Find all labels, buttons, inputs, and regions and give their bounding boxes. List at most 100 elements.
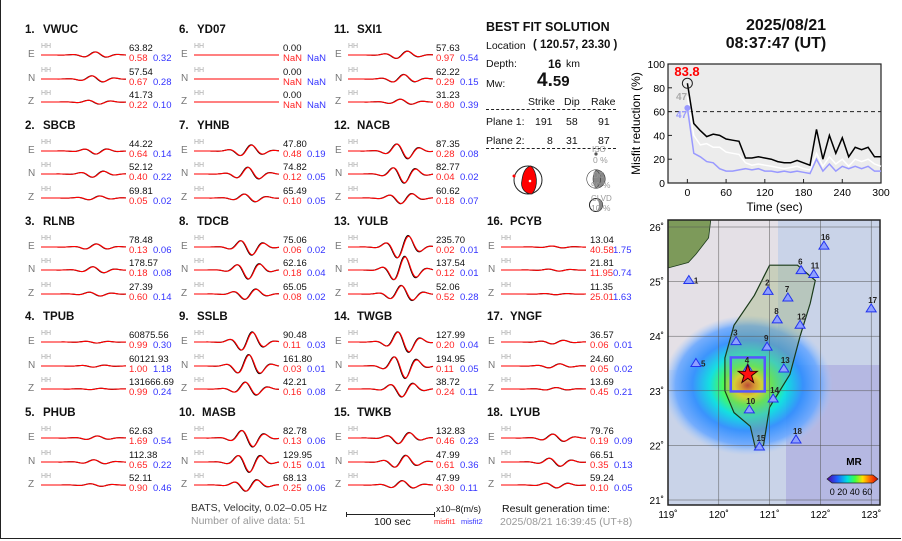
station-name: YNGF <box>510 311 542 324</box>
magnitude-value: 4.59 <box>537 70 570 92</box>
misfit1-value: 11.95 <box>590 268 614 280</box>
misfit2-value: 0.03 <box>307 340 326 352</box>
station-name: PHUB <box>43 407 76 420</box>
component-label: N <box>28 264 36 276</box>
component-label: Z <box>181 96 188 107</box>
misfit1-value: 0.08 <box>283 291 302 303</box>
station-number: 6. <box>179 24 189 36</box>
station-marker-label: 16 <box>821 233 830 242</box>
peak-amplitude: 57.54 <box>129 66 153 78</box>
station-triangle-icon <box>795 264 807 275</box>
station-name: RLNB <box>43 215 75 228</box>
synthetic-waveform <box>194 263 280 280</box>
band-label: HH <box>194 426 205 434</box>
synthetic-waveform <box>194 354 280 374</box>
component-label: Z <box>181 383 188 395</box>
misfit1-value: 0.11 <box>436 363 454 375</box>
synthetic-waveform <box>501 292 587 295</box>
band-label: HH <box>501 473 512 481</box>
waveform-trace <box>501 245 586 249</box>
station-triangle-icon <box>818 240 830 250</box>
waveform-trace <box>194 54 279 56</box>
misfit1-value: 0.02 <box>436 244 455 256</box>
peak-amplitude: 11.35 <box>590 281 614 293</box>
station-marker-label: 6 <box>798 258 803 267</box>
waveform-trace <box>41 458 127 464</box>
misfit2-value: 0.05 <box>307 195 326 207</box>
x-tick-label: 240 <box>834 187 852 199</box>
component-label: E <box>181 432 188 444</box>
component-label: E <box>181 144 188 156</box>
station-name: YULB <box>357 215 389 228</box>
misfit1-value: 0.18 <box>129 268 148 280</box>
waveform-trace <box>348 383 434 398</box>
component-label: E <box>335 49 342 60</box>
misfit2-value: 0.15 <box>460 76 479 88</box>
misfit2-value: 0.09 <box>614 436 633 448</box>
component-label: E <box>28 49 35 60</box>
misfit1-value: 0.28 <box>436 148 455 160</box>
synthetic-waveform <box>41 171 127 178</box>
band-label: HH <box>348 138 359 146</box>
component-label: Z <box>181 191 188 203</box>
band-label: HH <box>348 66 359 74</box>
waveform-trace <box>348 432 434 445</box>
x-axis-label: Time (sec) <box>746 200 802 214</box>
synthetic-waveform <box>41 195 127 201</box>
component-label: E <box>181 49 188 60</box>
waveform-trace <box>194 166 280 180</box>
longitude-label: 122˚ <box>810 509 830 520</box>
y-tick-label: 0 <box>659 178 665 190</box>
misfit1-value: 0.12 <box>283 172 302 184</box>
plane2-label: Plane 2: <box>486 135 525 147</box>
band-label: HH <box>41 43 52 50</box>
misfit1-value: 0.80 <box>436 100 455 111</box>
station-triangle-icon <box>771 313 784 324</box>
plane1-label: Plane 1: <box>486 116 525 128</box>
station-name: MASB <box>202 407 236 420</box>
latitude-label: 25˚ <box>650 277 664 289</box>
band-label: HH <box>194 473 205 481</box>
misfit2-value: 0.01 <box>460 244 479 256</box>
station-triangle-icon <box>807 268 820 279</box>
synthetic-waveform <box>194 479 280 492</box>
band-label: HH <box>41 185 52 193</box>
station-name: SXI1 <box>357 24 382 36</box>
peak-amplitude: 60.62 <box>436 185 460 197</box>
station-number: 13. <box>334 215 350 228</box>
peak-amplitude: 52.06 <box>436 281 460 293</box>
station-number: 8. <box>179 215 189 228</box>
misfit2-value: 0.11 <box>460 483 478 495</box>
station-number: 16. <box>487 215 503 228</box>
station-name: NACB <box>357 119 391 132</box>
station-marker-label: 7 <box>785 285 790 294</box>
peak-amplitude: 52.12 <box>129 162 153 174</box>
clvd-icon <box>589 198 603 212</box>
synthetic-waveform <box>348 235 434 258</box>
misfit-reduction-chart: 0 20 40 60 80 100 0 60 120 180 240 300 Time (sec) Mis… <box>629 59 890 214</box>
band-label: HH <box>194 66 205 74</box>
misfit2-value: NaN <box>307 100 327 111</box>
component-label: Z <box>28 191 35 203</box>
misfit1-value: 0.35 <box>590 459 609 471</box>
misfit2-value: 0.30 <box>153 340 172 352</box>
plane2-dip: 31 <box>566 135 578 147</box>
band-label: HH <box>41 90 52 97</box>
misfit2-value: NaN <box>307 53 327 64</box>
synthetic-waveform <box>348 331 434 353</box>
peak-amplitude: 112.38 <box>129 449 158 461</box>
latitude-label: 22˚ <box>650 440 664 452</box>
band-label: HH <box>501 377 512 385</box>
synthetic-waveform <box>41 148 127 155</box>
y-tick-label: 40 <box>653 130 665 142</box>
misfit2-value: 0.28 <box>153 76 172 88</box>
x-tick-label: 0 <box>684 187 690 199</box>
band-label: HH <box>194 353 205 361</box>
misfit2-value: 0.01 <box>614 340 633 352</box>
misfit1-value: 0.30 <box>436 483 455 495</box>
units-label: x10–8(m/s) <box>436 504 482 514</box>
band-label: HH <box>194 185 205 193</box>
band-label: HH <box>348 185 359 193</box>
waveform-trace <box>501 292 587 295</box>
component-label: Z <box>28 287 35 299</box>
